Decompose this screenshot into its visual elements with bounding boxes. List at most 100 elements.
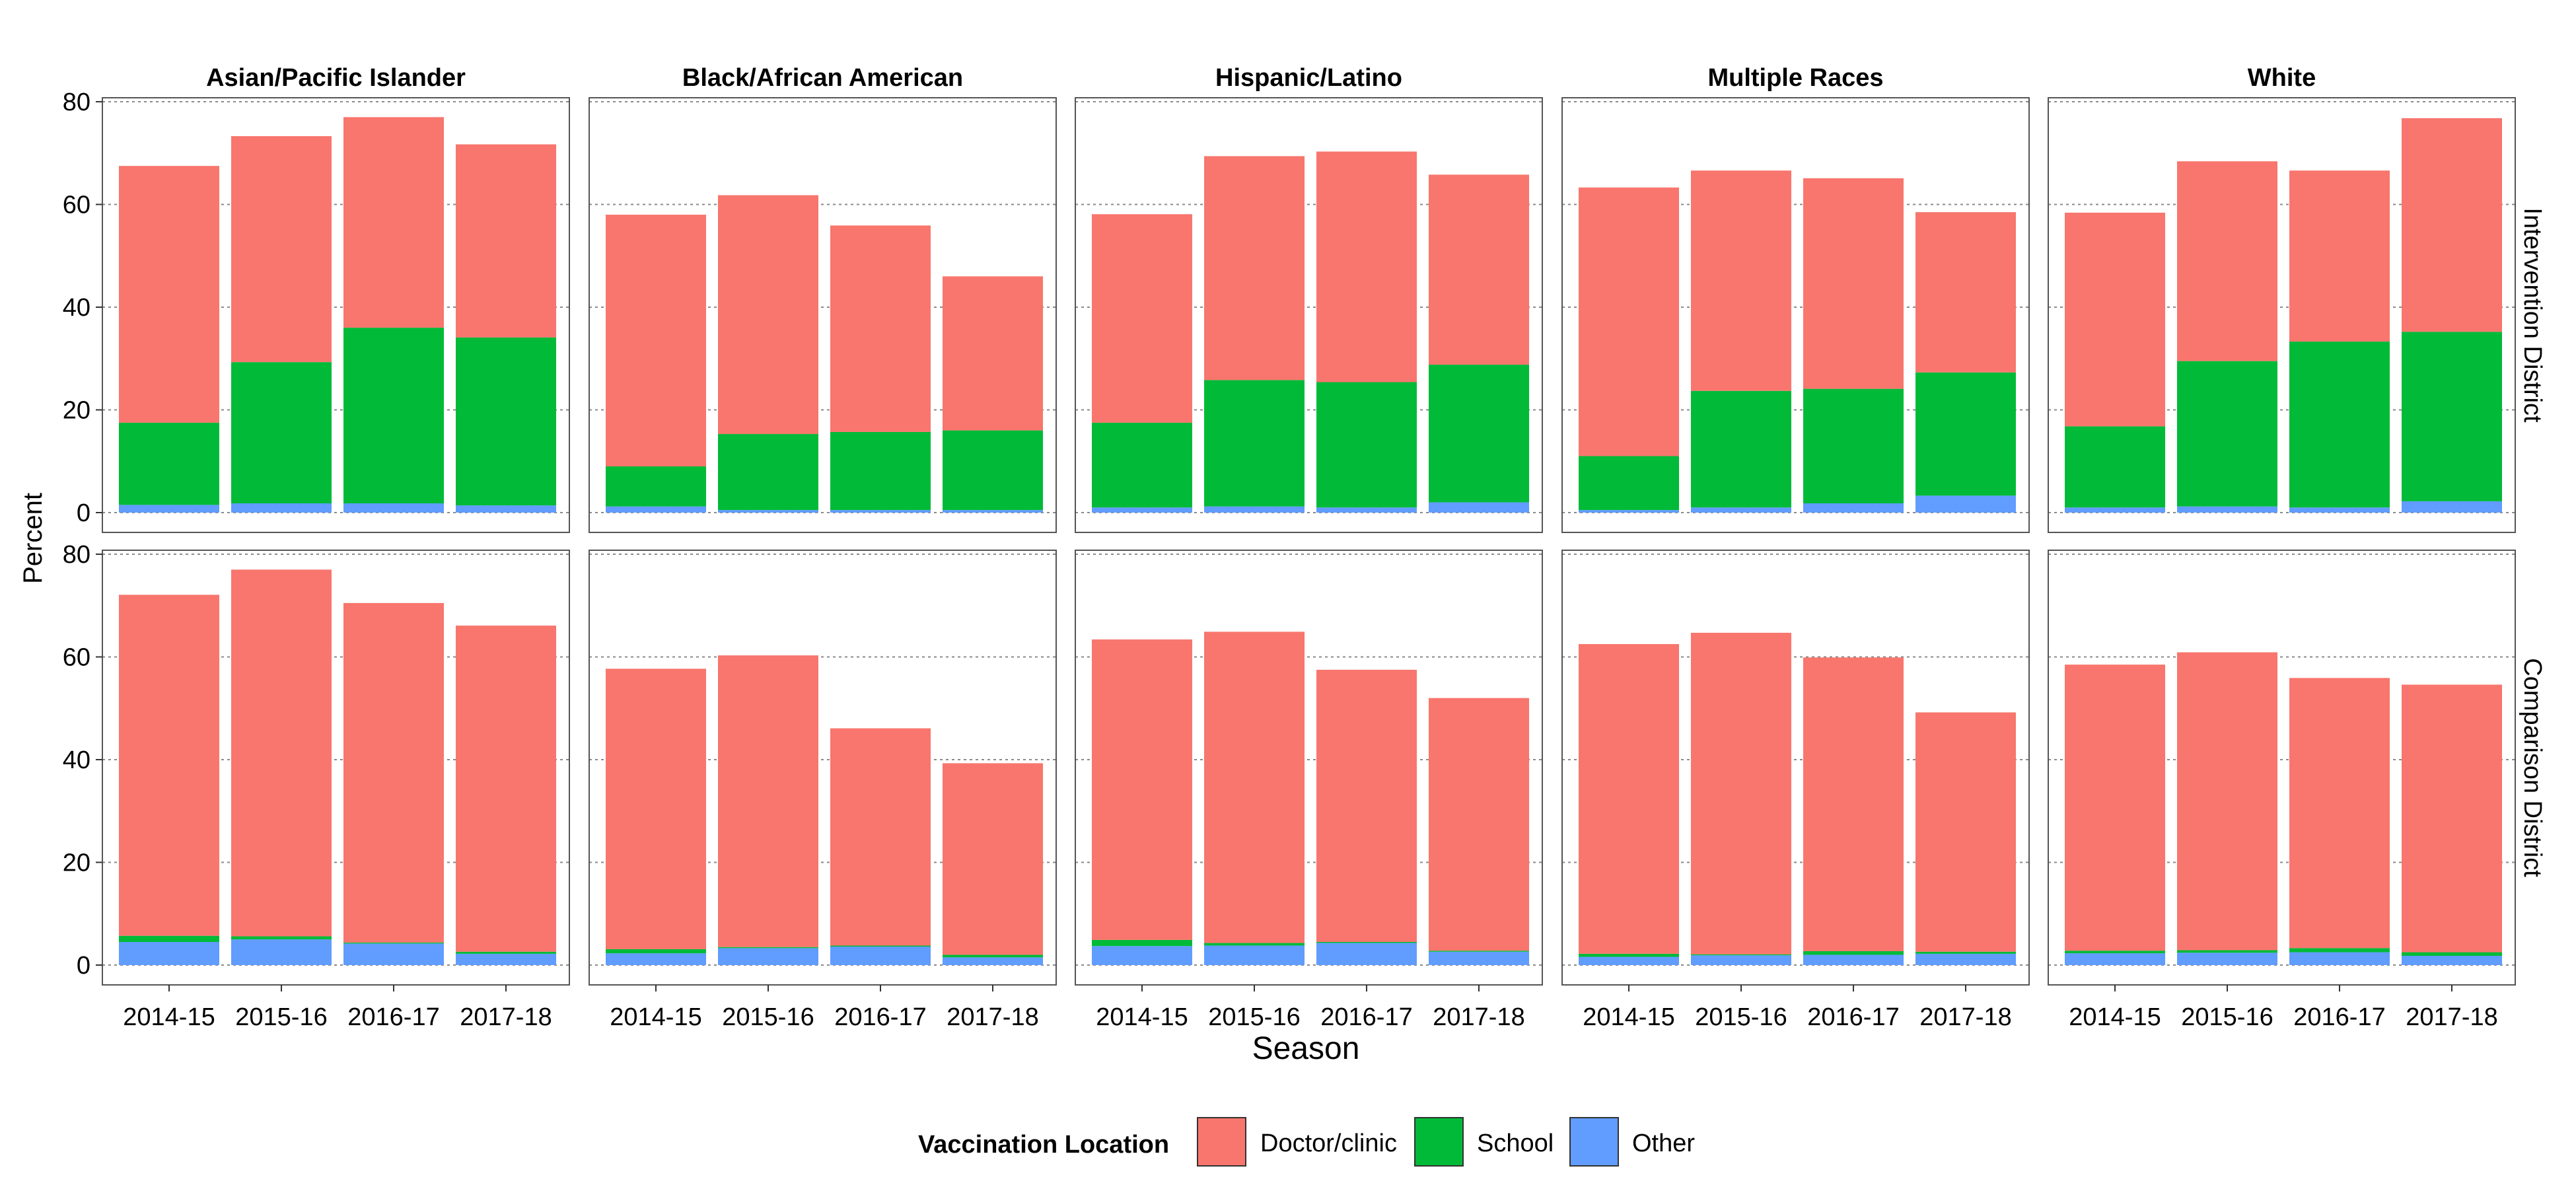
- bar-school-2017-18: [1915, 372, 2016, 496]
- bar-doctor-clinic-2015-16: [231, 136, 332, 363]
- bar-doctor-clinic-2015-16: [718, 195, 818, 435]
- bar-other-2017-18: [943, 510, 1043, 513]
- row-strip-label-intervention-district: Intervention District: [2519, 207, 2546, 423]
- bar-other-2014-15: [119, 942, 219, 965]
- bar-other-2014-15: [1092, 507, 1192, 513]
- bar-other-2014-15: [119, 505, 219, 513]
- bar-school-2017-18: [2402, 952, 2502, 956]
- bar-school-2014-15: [1579, 456, 1679, 511]
- bar-other-2014-15: [1579, 956, 1679, 965]
- bar-other-2016-17: [343, 503, 444, 513]
- bar-other-2017-18: [456, 953, 556, 965]
- panel-comparison-district-white: [2048, 550, 2516, 986]
- panel-border: [102, 550, 570, 986]
- y-tick-label: 60: [63, 644, 90, 672]
- bar-other-2015-16: [231, 503, 332, 513]
- bar-doctor-clinic-2017-18: [1429, 698, 1529, 951]
- legend-key-school: [1414, 1117, 1464, 1167]
- x-tick-label: 2016-17: [347, 1003, 439, 1031]
- bar-other-2016-17: [1803, 955, 1904, 965]
- y-tick-label: 20: [63, 397, 90, 425]
- x-tick-label: 2015-16: [1208, 1003, 1300, 1031]
- panel-comparison-district-multiple-races: [1561, 550, 2030, 986]
- panel-intervention-district-white: [2048, 97, 2516, 533]
- legend-label-other: Other: [1632, 1130, 1695, 1157]
- panel-border: [589, 97, 1057, 533]
- bar-other-2014-15: [2065, 953, 2165, 965]
- bar-other-2015-16: [718, 510, 818, 513]
- bar-other-2017-18: [2402, 501, 2502, 513]
- bar-school-2014-15: [119, 935, 219, 943]
- bar-doctor-clinic-2014-15: [1092, 639, 1192, 940]
- legend: Vaccination Location Doctor/clinic School O…: [918, 1117, 1695, 1167]
- y-tick-label: 40: [63, 294, 90, 322]
- bar-other-2015-16: [1204, 945, 1305, 965]
- bar-other-2016-17: [2289, 952, 2390, 965]
- bar-school-2017-18: [2402, 332, 2502, 501]
- bar-doctor-clinic-2017-18: [1429, 174, 1529, 365]
- bar-doctor-clinic-2016-17: [1803, 657, 1904, 952]
- x-tick-label: 2016-17: [1807, 1003, 1899, 1031]
- bar-doctor-clinic-2017-18: [2402, 118, 2502, 332]
- strip-label-hispanic-latino: Hispanic/Latino: [1215, 64, 1402, 92]
- bar-school-2015-16: [231, 362, 332, 504]
- bar-doctor-clinic-2015-16: [231, 569, 332, 937]
- bar-other-2015-16: [1691, 507, 1791, 513]
- bar-school-2016-17: [1803, 951, 1904, 955]
- x-tick-label: 2014-15: [123, 1003, 215, 1031]
- bar-other-2015-16: [718, 948, 818, 965]
- bar-school-2014-15: [2065, 951, 2165, 954]
- bar-school-2014-15: [606, 466, 706, 507]
- bar-school-2014-15: [119, 422, 219, 505]
- panel-comparison-district-asian-pacific-islander: [102, 550, 570, 986]
- bar-other-2017-18: [456, 505, 556, 513]
- panel-border: [2048, 97, 2516, 533]
- bar-other-2017-18: [2402, 956, 2502, 965]
- x-tick-label: 2014-15: [1096, 1003, 1188, 1031]
- panel-intervention-district-hispanic-latino: [1075, 97, 1543, 533]
- x-tick-label: 2017-18: [1433, 1003, 1524, 1031]
- bar-school-2016-17: [1803, 388, 1904, 504]
- x-tick-label: 2016-17: [834, 1003, 926, 1031]
- bar-doctor-clinic-2017-18: [1915, 212, 2016, 373]
- bar-school-2015-16: [2177, 950, 2277, 953]
- y-tick-label: 80: [63, 89, 90, 116]
- bar-other-2015-16: [2177, 953, 2277, 965]
- bar-school-2017-18: [1915, 951, 2016, 954]
- bar-doctor-clinic-2014-15: [1579, 187, 1679, 456]
- bar-doctor-clinic-2015-16: [2177, 652, 2277, 951]
- bar-doctor-clinic-2016-17: [1316, 669, 1417, 943]
- bar-doctor-clinic-2016-17: [2289, 170, 2390, 342]
- y-tick-label: 0: [77, 499, 90, 527]
- bar-other-2017-18: [1915, 495, 2016, 513]
- bar-school-2016-17: [2289, 948, 2390, 953]
- bar-other-2016-17: [830, 947, 931, 965]
- bar-other-2016-17: [1316, 943, 1417, 965]
- bar-doctor-clinic-2016-17: [830, 728, 931, 946]
- bar-doctor-clinic-2016-17: [830, 225, 931, 432]
- bar-doctor-clinic-2015-16: [1691, 632, 1791, 955]
- bar-other-2017-18: [1429, 951, 1529, 965]
- y-tick-label: 40: [63, 746, 90, 774]
- bar-doctor-clinic-2014-15: [606, 215, 706, 467]
- bar-school-2017-18: [456, 337, 556, 506]
- y-tick-label: 0: [77, 952, 90, 980]
- bar-school-2015-16: [231, 936, 332, 940]
- bar-other-2017-18: [1915, 953, 2016, 965]
- bar-doctor-clinic-2014-15: [1092, 214, 1192, 423]
- panels-layer: [102, 97, 2516, 986]
- bar-school-2016-17: [343, 942, 444, 944]
- bar-other-2014-15: [1579, 510, 1679, 513]
- bar-other-2016-17: [1316, 507, 1417, 513]
- x-tick-label: 2015-16: [235, 1003, 327, 1031]
- bar-other-2015-16: [1204, 506, 1305, 513]
- bar-doctor-clinic-2015-16: [1204, 631, 1305, 943]
- panel-comparison-district-hispanic-latino: [1075, 550, 1543, 986]
- legend-label-doctor-clinic: Doctor/clinic: [1260, 1130, 1397, 1157]
- bar-school-2016-17: [830, 431, 931, 511]
- panel-border: [589, 550, 1057, 986]
- strip-label-white: White: [2248, 64, 2316, 92]
- bar-school-2016-17: [1316, 942, 1417, 943]
- bar-doctor-clinic-2017-18: [1915, 712, 2016, 952]
- axes-layer: 0 20 40 60 80 0 20 40 60 80 2014-15 2015-16 2016-17 2…: [63, 89, 2498, 1031]
